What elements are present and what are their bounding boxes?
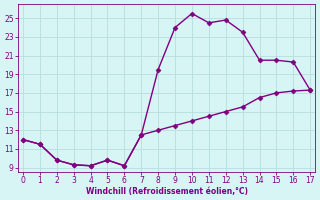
X-axis label: Windchill (Refroidissement éolien,°C): Windchill (Refroidissement éolien,°C) — [86, 187, 248, 196]
